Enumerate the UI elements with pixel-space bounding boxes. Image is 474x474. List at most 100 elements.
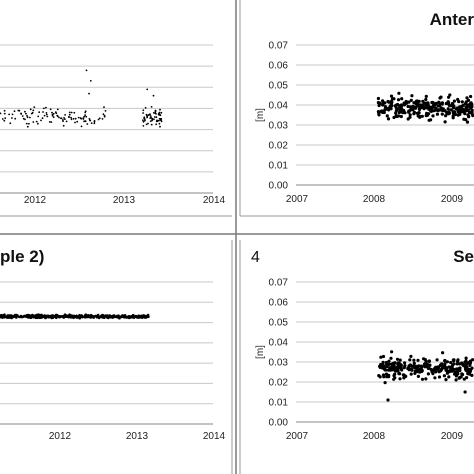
data-point [93,120,96,122]
data-point [83,115,85,118]
data-point [159,125,161,128]
data-point [18,109,21,112]
data-point [385,375,389,379]
data-point [384,368,388,372]
y-tick-label: 0.07 [269,41,289,52]
data-point [20,315,24,319]
chart-panel-bottom-right: 0.00 0.01 0.02 0.03 0.04 0.05 0.06 0.07 [m] 2007 2… [251,247,474,442]
data-point [456,359,460,363]
data-point [150,106,153,108]
data-point [427,105,431,109]
data-point [149,120,152,123]
data-point [408,363,412,367]
data-point [398,377,402,381]
data-point [103,114,106,117]
data-point [443,359,447,363]
data-point [390,104,394,108]
data-point [15,315,19,318]
data-point [11,315,15,318]
data-point [451,116,455,120]
y-tick-label: 0.04 [269,338,289,349]
data-point-outlier [43,107,45,110]
panel-number: 4 [251,249,260,266]
y-tick-label: 0.06 [269,61,289,72]
data-point [43,114,46,117]
data-point [402,108,406,112]
data-point [158,122,161,125]
data-point [158,117,161,120]
data-point [90,122,93,124]
data-point [424,105,428,109]
data-point [153,116,156,118]
chart-title: ple 2) [0,247,44,266]
data-point [449,360,453,365]
data-point [389,94,394,98]
data-point [390,350,394,354]
data-point [418,367,422,371]
data-point [42,111,44,113]
data-point [134,314,138,318]
data-point [56,115,59,118]
data-point [382,110,386,115]
data-point [13,110,16,113]
data-point [402,373,406,377]
data-point [76,120,79,123]
data-point [32,109,35,112]
data-point [379,109,383,113]
x-tick-label: 2007 [286,431,309,442]
data-point [85,314,88,317]
x-tick-label: 2012 [24,195,47,206]
data-point [447,101,451,105]
data-point [21,115,24,117]
y-tick-label: 0.01 [269,398,289,409]
data-point [412,361,416,366]
data-point [400,97,404,101]
data-point [41,117,44,120]
data-point [396,361,400,365]
data-point-outlier [88,92,90,95]
data-point [91,314,94,318]
data-point [435,358,439,362]
data-point [154,110,157,113]
x-tick-label: 2009 [441,431,464,442]
data-point [464,367,468,371]
data-point [159,108,161,111]
data-point [459,375,463,379]
data-point [417,364,421,368]
data-point [26,116,29,119]
data-point [424,97,428,102]
data-point [101,118,104,120]
data-point [28,315,32,319]
data-point [407,100,411,104]
data-point [3,315,6,319]
data-point [116,316,119,319]
x-tick-label: 2014 [203,431,226,442]
data-point [386,117,391,121]
data-point [82,118,85,120]
data-point [142,109,145,112]
data-point [74,121,76,124]
data-point [144,119,146,122]
chart-panel-top-left: 2012 2013 2014 [0,44,226,206]
data-point [464,356,468,360]
data-point [468,110,472,114]
data-point [447,110,451,115]
data-point [455,362,459,366]
data-point [437,100,441,104]
data-point [26,114,28,117]
data-point [52,116,55,118]
y-tick-label: 0.00 [269,418,289,429]
data-point [441,351,445,355]
data-point [403,361,407,365]
data-point [9,314,13,318]
data-point [460,372,464,376]
data-point [143,117,146,120]
data-point [155,116,158,119]
data-point [396,98,401,102]
data-point [469,106,473,110]
data-point [139,314,142,318]
data-point [155,123,158,126]
data-point [445,366,449,370]
data-point [462,110,466,114]
data-point [103,106,105,108]
